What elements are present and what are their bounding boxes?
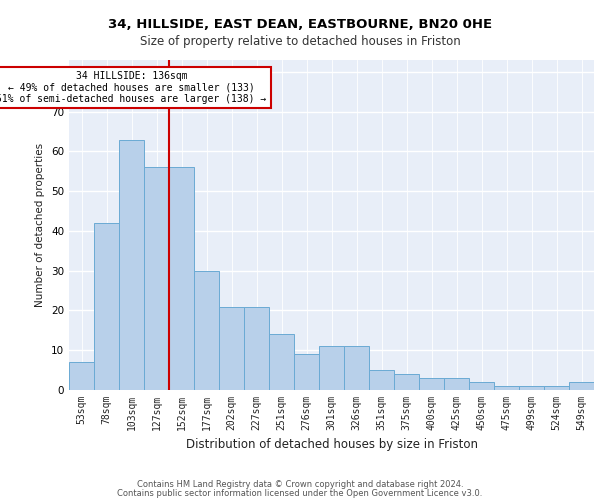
Bar <box>144 168 169 390</box>
Bar <box>544 386 569 390</box>
Bar <box>369 370 394 390</box>
Text: 34 HILLSIDE: 136sqm
← 49% of detached houses are smaller (133)
51% of semi-detac: 34 HILLSIDE: 136sqm ← 49% of detached ho… <box>0 71 266 104</box>
Text: Contains public sector information licensed under the Open Government Licence v3: Contains public sector information licen… <box>118 489 482 498</box>
Bar <box>469 382 494 390</box>
Bar <box>419 378 444 390</box>
Bar <box>394 374 419 390</box>
X-axis label: Distribution of detached houses by size in Friston: Distribution of detached houses by size … <box>185 438 478 452</box>
Bar <box>69 362 94 390</box>
Text: 34, HILLSIDE, EAST DEAN, EASTBOURNE, BN20 0HE: 34, HILLSIDE, EAST DEAN, EASTBOURNE, BN2… <box>108 18 492 30</box>
Text: Contains HM Land Registry data © Crown copyright and database right 2024.: Contains HM Land Registry data © Crown c… <box>137 480 463 489</box>
Bar <box>169 168 194 390</box>
Bar <box>569 382 594 390</box>
Bar <box>194 270 219 390</box>
Bar <box>519 386 544 390</box>
Bar <box>119 140 144 390</box>
Bar <box>344 346 369 390</box>
Bar <box>244 306 269 390</box>
Bar <box>94 223 119 390</box>
Text: Size of property relative to detached houses in Friston: Size of property relative to detached ho… <box>140 35 460 48</box>
Bar <box>319 346 344 390</box>
Bar <box>294 354 319 390</box>
Y-axis label: Number of detached properties: Number of detached properties <box>35 143 46 307</box>
Bar <box>269 334 294 390</box>
Bar <box>444 378 469 390</box>
Bar <box>494 386 519 390</box>
Bar <box>219 306 244 390</box>
